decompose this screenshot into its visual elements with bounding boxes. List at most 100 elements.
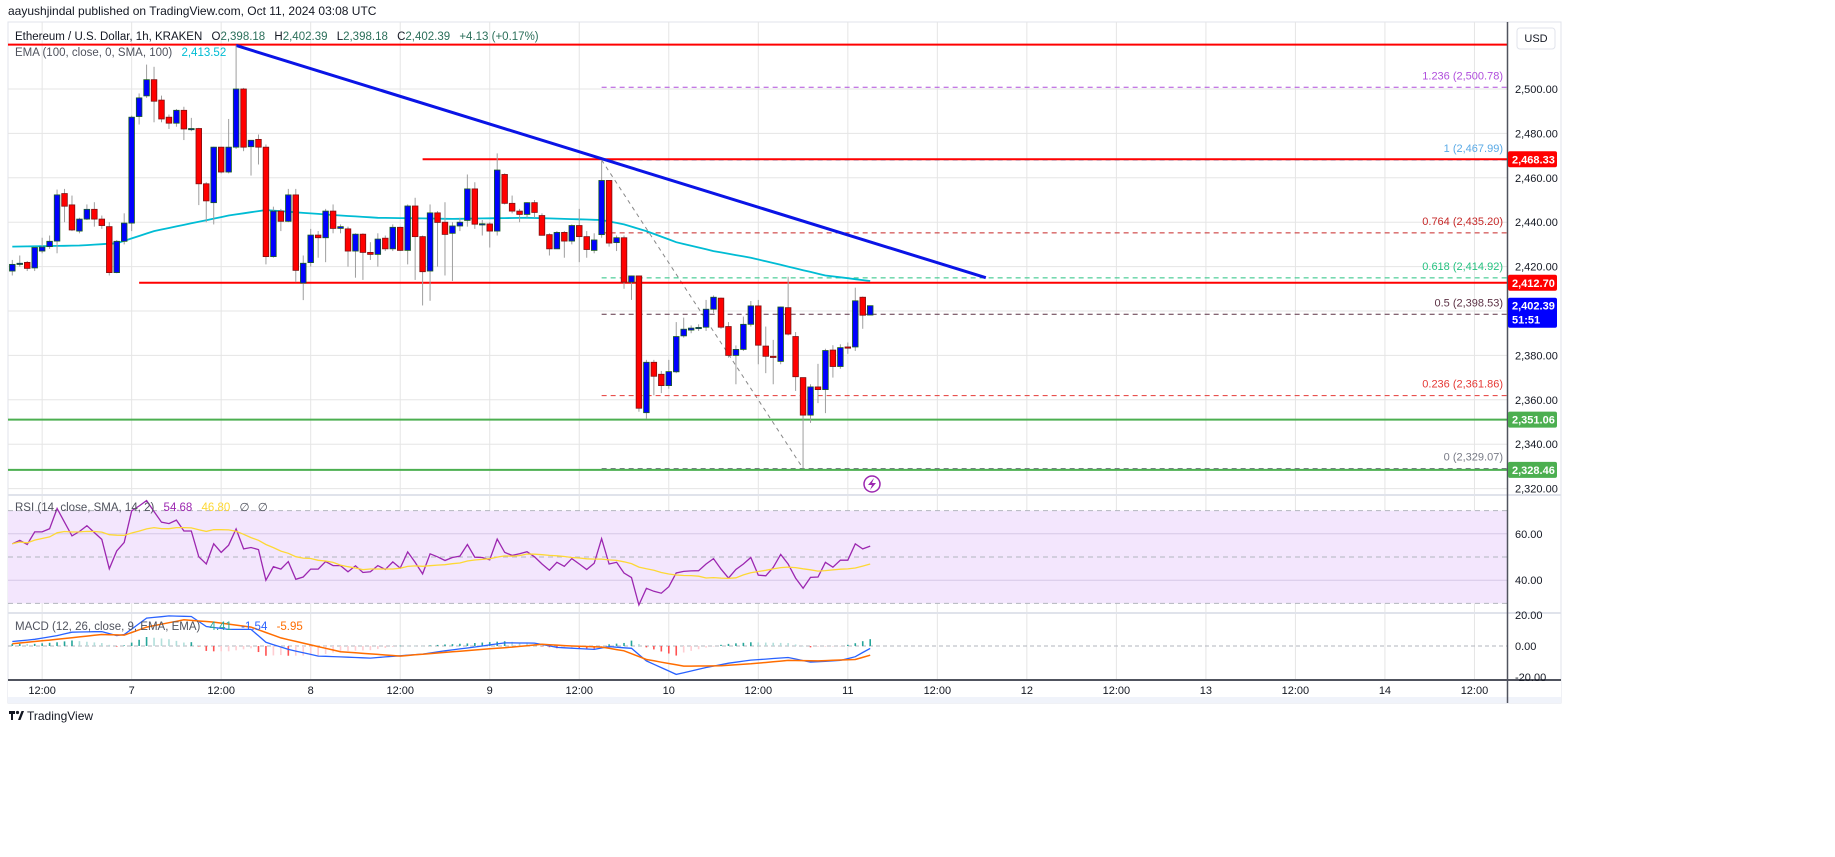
price-axis-label[interactable]: 2,420.00: [1515, 262, 1558, 274]
price-axis-label[interactable]: 2,380.00: [1515, 350, 1558, 362]
candle-body: [83, 208, 91, 220]
price-pane[interactable]: 1.236 (2,500.78) 1 (2,467.99) 0.764 (2,435…: [8, 43, 1507, 471]
candle-body: [680, 328, 687, 337]
tradingview-logo-icon: [9, 710, 24, 720]
candle: [113, 239, 120, 274]
macd-histogram-bar: [362, 646, 364, 651]
candle-body: [173, 109, 180, 124]
candle-body: [143, 79, 150, 97]
macd-histogram-bar: [847, 644, 849, 646]
ema-legend[interactable]: EMA (100, close, 0, SMA, 100) 2,413.52: [15, 47, 226, 59]
candle-body: [650, 361, 658, 377]
candle: [9, 259, 16, 276]
currency-button[interactable]: USD: [1516, 27, 1556, 50]
price-axis-label[interactable]: 2,460.00: [1515, 173, 1558, 185]
rsi-axis-label[interactable]: 40.00: [1515, 575, 1543, 587]
symbol-legend[interactable]: Ethereum / U.S. Dollar, 1h, KRAKEN O2,39…: [15, 31, 539, 43]
time-axis-label[interactable]: 9: [487, 685, 493, 697]
candle: [755, 299, 762, 365]
price-axis-label[interactable]: 2,480.00: [1515, 128, 1558, 140]
candle: [262, 144, 270, 265]
time-axis-bottom-strip: [8, 697, 1561, 703]
time-axis-label[interactable]: 12:00: [565, 685, 593, 697]
candle: [158, 95, 165, 123]
candle-body: [493, 169, 501, 232]
macd-legend[interactable]: MACD (12, 26, close, 9, EMA, EMA) 4.41 -…: [15, 621, 303, 633]
price-axis-label[interactable]: 2,440.00: [1515, 217, 1558, 229]
low-value: 2,398.18: [343, 31, 388, 43]
macd-histogram-bar: [578, 646, 581, 649]
candle: [121, 213, 128, 245]
candle-body: [98, 218, 106, 226]
rsi-axis-label[interactable]: 60.00: [1515, 529, 1543, 541]
macd-histogram-bar: [347, 646, 349, 651]
macd-axis-label[interactable]: -20.00: [1515, 672, 1546, 684]
macd-axis-label[interactable]: 0.00: [1515, 641, 1536, 653]
candle: [784, 276, 792, 336]
candle: [46, 235, 53, 249]
macd-histogram-bar: [720, 644, 722, 646]
close-value: 2,402.39: [405, 31, 450, 43]
macd-histogram-bar: [63, 641, 66, 646]
macd-histogram-bar: [653, 646, 655, 650]
candle-body: [814, 386, 822, 390]
time-axis-label[interactable]: 11: [842, 685, 853, 697]
price-tag: [1508, 274, 1557, 291]
time-axis-label[interactable]: 12:00: [386, 685, 414, 697]
tradingview-logo[interactable]: TradingView: [9, 709, 93, 723]
candle: [687, 325, 695, 334]
price-axis-label[interactable]: 2,320.00: [1515, 484, 1558, 496]
time-axis-label[interactable]: 12:00: [28, 685, 56, 697]
macd-histogram-bar: [660, 646, 663, 652]
candle-body: [837, 347, 844, 367]
candle-body: [382, 237, 389, 250]
macd-histogram-bar: [130, 642, 133, 646]
time-axis-label[interactable]: 12:00: [207, 685, 235, 697]
time-axis-label[interactable]: 12:00: [1461, 685, 1489, 697]
candle-body: [300, 262, 307, 284]
lightning-icon[interactable]: [863, 475, 881, 493]
time-axis-label[interactable]: 10: [663, 685, 675, 697]
price-axis-label[interactable]: 2,340.00: [1515, 439, 1558, 451]
candle: [822, 348, 829, 414]
time-axis-label[interactable]: 12:00: [1103, 685, 1131, 697]
macd-histogram-bar: [287, 646, 290, 656]
candle: [695, 324, 702, 331]
candle: [367, 242, 374, 260]
time-axis-label[interactable]: 8: [308, 685, 314, 697]
price-tag: [1508, 461, 1557, 478]
time-axis-label[interactable]: 14: [1379, 685, 1391, 697]
time-axis-label[interactable]: 12:00: [924, 685, 952, 697]
candle: [292, 188, 299, 283]
time-axis-label[interactable]: 12: [1021, 685, 1033, 697]
macd-histogram-bar: [832, 646, 834, 647]
candle: [143, 64, 150, 98]
price-tag-label: 2,468.33: [1512, 154, 1555, 166]
candle: [277, 208, 285, 232]
price-axis-label[interactable]: 2,360.00: [1515, 395, 1558, 407]
candle: [583, 231, 590, 258]
price-axis-label[interactable]: 2,500.00: [1515, 84, 1558, 96]
candle: [441, 202, 449, 276]
candle-body: [61, 193, 68, 207]
axes[interactable]: 12:00 7 12:00 8 12:00 9 12:00 10 12:00 11 12:00 12 1…: [28, 84, 1557, 697]
candle-body: [247, 139, 255, 148]
candle-body: [643, 361, 650, 414]
candle-body: [844, 346, 852, 349]
candle: [523, 202, 531, 218]
time-axis-label[interactable]: 12:00: [1282, 685, 1310, 697]
macd-signal-line: [12, 619, 871, 667]
candle: [493, 153, 501, 236]
time-axis-label[interactable]: 12:00: [745, 685, 773, 697]
macd-histogram-bar: [459, 643, 461, 646]
time-axis-label[interactable]: 13: [1200, 685, 1212, 697]
macd-histogram-bar: [56, 642, 58, 646]
rsi-legend-label: RSI (14, close, SMA, 14, 2): [15, 502, 155, 514]
candle-body: [434, 212, 441, 223]
macd-histogram-bar: [802, 645, 804, 647]
rsi-legend[interactable]: RSI (14, close, SMA, 14, 2) 54.68 46.80 …: [15, 502, 268, 514]
candle: [844, 342, 852, 354]
macd-axis-label[interactable]: 20.00: [1515, 610, 1543, 622]
time-axis-label[interactable]: 7: [129, 685, 135, 697]
